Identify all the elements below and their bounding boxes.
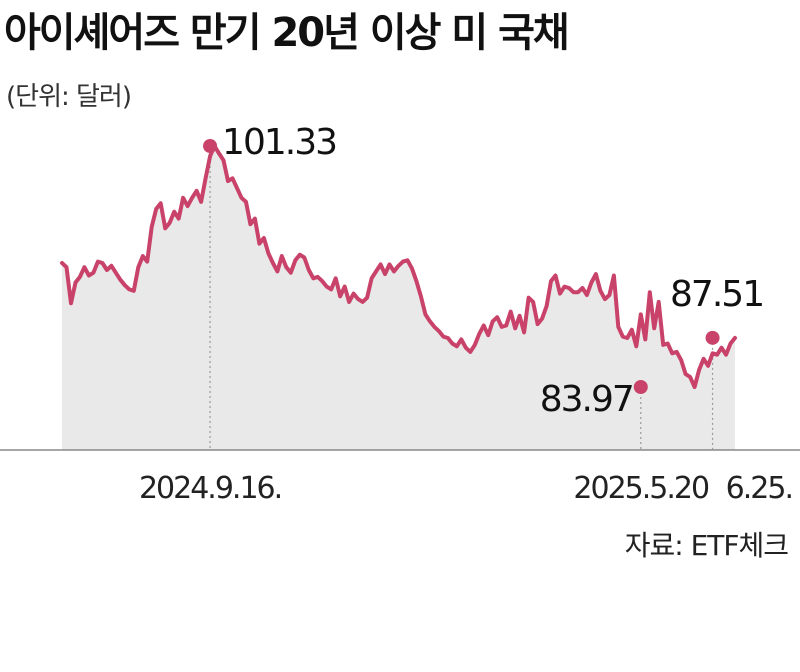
annotation-marker (705, 330, 720, 345)
annotation-markers (203, 139, 720, 394)
price-line (60, 144, 737, 389)
unit-label: (단위: 달러) (6, 82, 132, 112)
annotation-label: 87.51 (670, 274, 763, 315)
chart-title: 아이셰어즈 만기 20년 이상 미 국채 (4, 10, 570, 56)
source-note: 자료: ETF체크 (624, 529, 789, 562)
price-area (62, 146, 735, 450)
x-tick-labels: 2024.9.16. 2025.5.20 6.25. (139, 471, 794, 506)
annotation-label: 83.97 (540, 379, 633, 420)
annotation-marker (203, 139, 218, 153)
x-tick-label: 2025.5.20 (573, 471, 709, 506)
annotation-label: 101.33 (222, 122, 336, 163)
annotation-marker (633, 380, 648, 394)
x-tick-label: 6.25. (726, 471, 792, 506)
annotation-labels: 101.33 83.97 87.51 (222, 122, 765, 420)
x-tick-label: 2024.9.16. (139, 471, 281, 506)
annotation-guides (209, 146, 714, 450)
